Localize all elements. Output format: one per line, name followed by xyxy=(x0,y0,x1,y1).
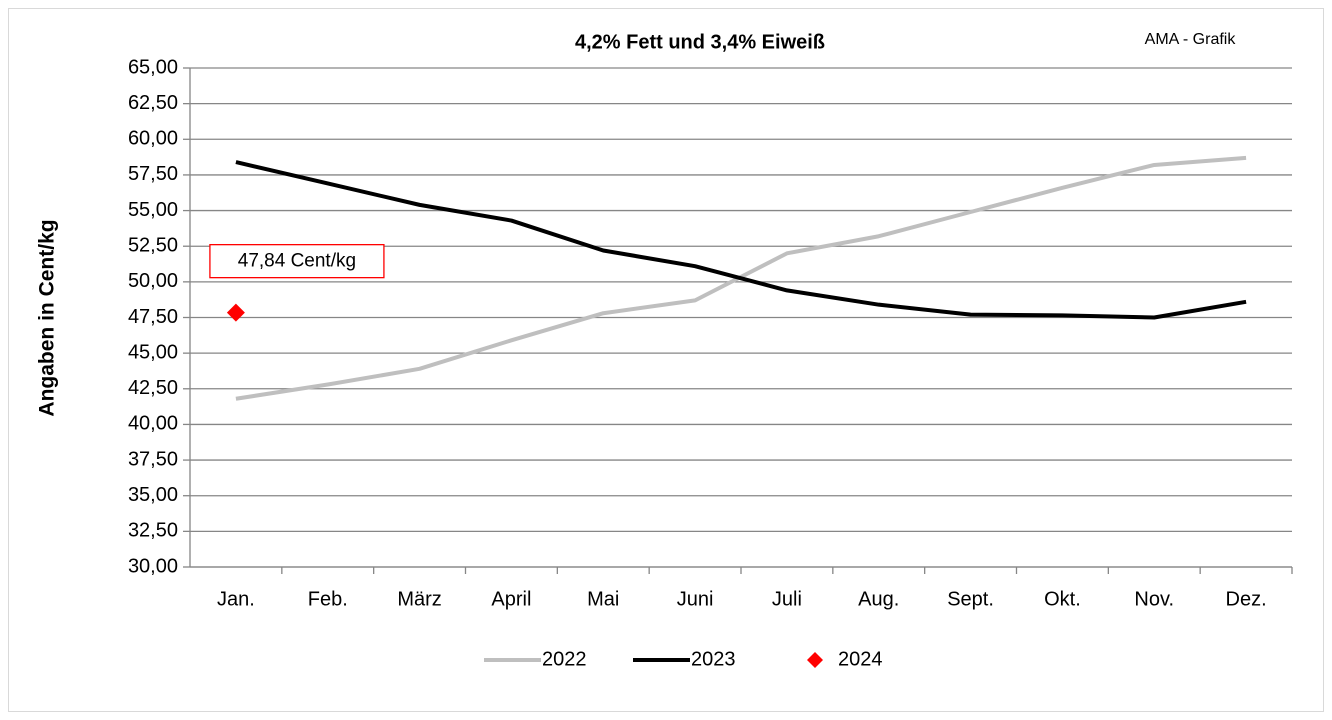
x-tick-label: Dez. xyxy=(1226,588,1267,610)
y-tick-label: 62,50 xyxy=(128,92,178,114)
x-tick-label: Jan. xyxy=(217,588,255,610)
x-tick-label: Okt. xyxy=(1044,588,1081,610)
x-tick-label: Nov. xyxy=(1134,588,1174,610)
chart-border xyxy=(8,8,1324,712)
chart-subtitle: AMA - Grafik xyxy=(1145,31,1237,48)
y-tick-label: 32,50 xyxy=(128,520,178,542)
x-tick-label: Juli xyxy=(772,588,802,610)
value-label-box xyxy=(209,244,385,279)
y-tick-label: 30,00 xyxy=(128,555,178,577)
y-tick-label: 47,50 xyxy=(128,306,178,328)
x-tick-label: Aug. xyxy=(858,588,899,610)
legend-label: 2023 xyxy=(691,648,736,670)
y-tick-label: 55,00 xyxy=(128,199,178,221)
y-tick-label: 40,00 xyxy=(128,413,178,435)
legend-marker xyxy=(807,652,823,668)
series-line xyxy=(235,160,1247,320)
y-tick-label: 45,00 xyxy=(128,341,178,363)
y-tick-label: 57,50 xyxy=(128,163,178,185)
legend-label: 2022 xyxy=(542,648,587,670)
chart-title: 4,2% Fett und 3,4% Eiweiß xyxy=(575,31,825,53)
y-tick-label: 50,00 xyxy=(128,270,178,292)
x-tick-label: Mai xyxy=(587,588,619,610)
x-tick-label: Juni xyxy=(677,588,714,610)
x-tick-label: Feb. xyxy=(308,588,348,610)
x-tick-label: Sept. xyxy=(947,588,994,610)
x-tick-label: März xyxy=(397,588,441,610)
y-tick-label: 37,50 xyxy=(128,448,178,470)
series-marker xyxy=(226,303,245,322)
value-label: 47,84 Cent/kg xyxy=(238,251,356,272)
y-tick-label: 65,00 xyxy=(128,56,178,78)
legend-label: 2024 xyxy=(838,648,883,670)
y-tick-label: 42,50 xyxy=(128,377,178,399)
x-tick-label: April xyxy=(491,588,531,610)
y-tick-label: 60,00 xyxy=(128,128,178,150)
y-axis-label: Angaben in Cent/kg xyxy=(36,219,59,416)
y-tick-label: 35,00 xyxy=(128,484,178,506)
y-tick-label: 52,50 xyxy=(128,234,178,256)
